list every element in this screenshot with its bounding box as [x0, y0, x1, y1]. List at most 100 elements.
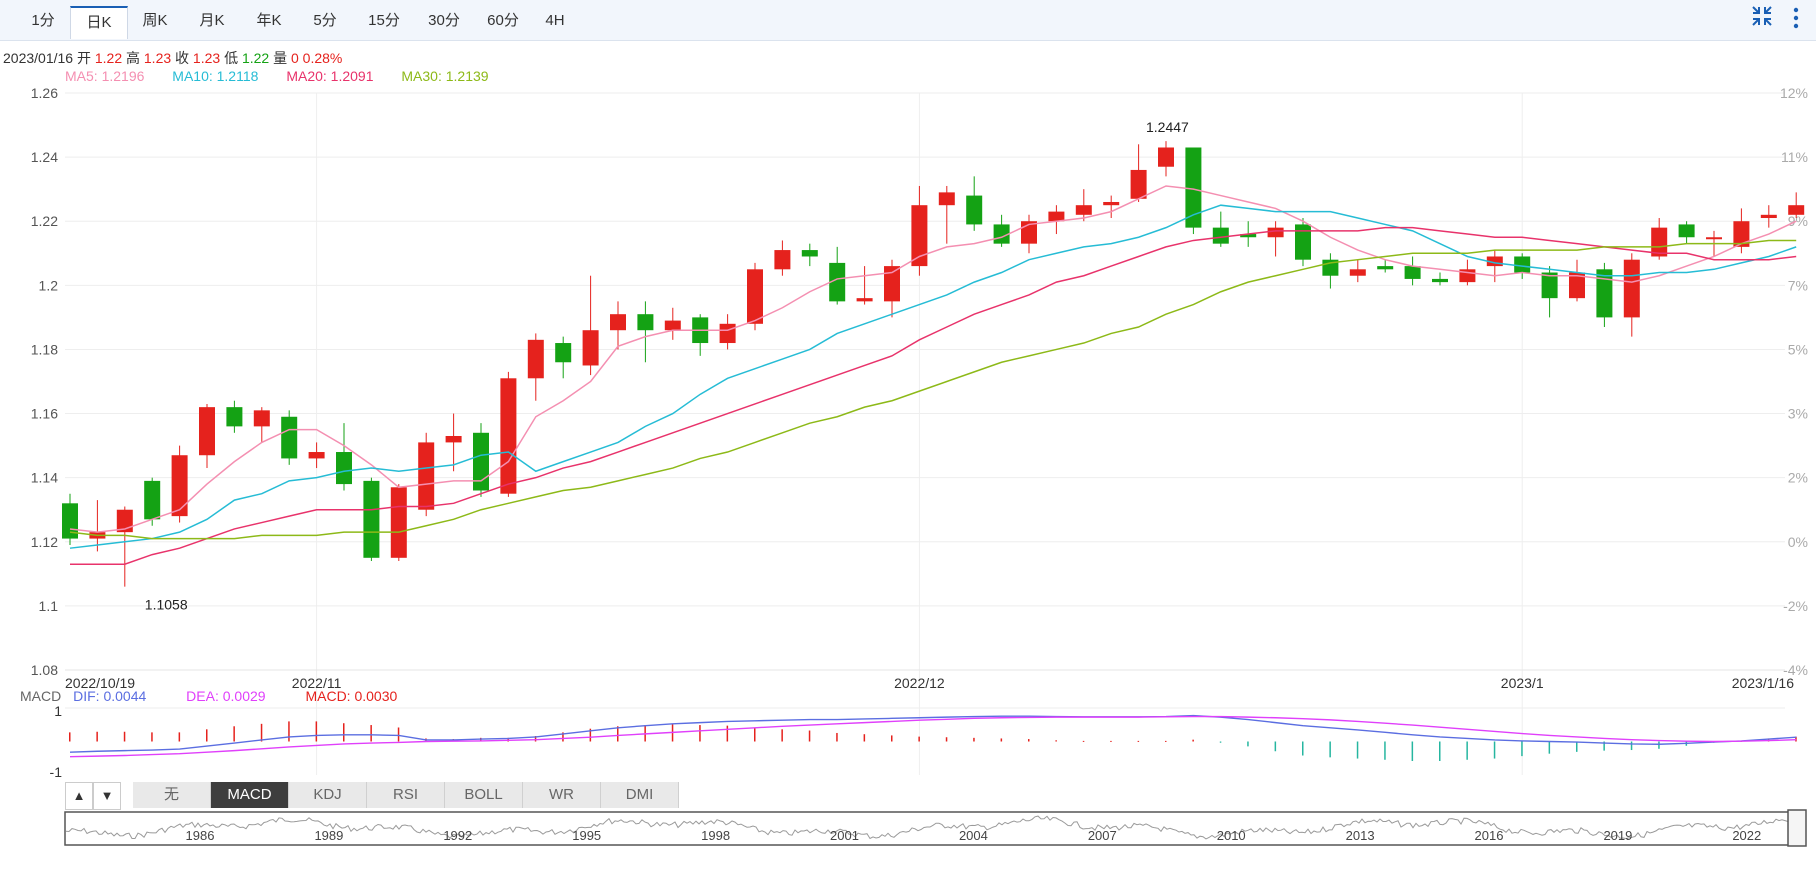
macd-histogram-bar [1630, 741, 1633, 751]
macd-histogram-bar [1411, 741, 1414, 761]
y-tick-label: 1.18 [31, 341, 58, 357]
y-tick-label: 1.08 [31, 662, 58, 678]
x-tick-label: 2022/11 [292, 675, 342, 691]
x-tick-label: 2023/1 [1501, 675, 1544, 691]
indicator-tab-BOLL[interactable]: BOLL [445, 782, 523, 808]
candle-body [1788, 205, 1805, 215]
indicator-tab-KDJ[interactable]: KDJ [289, 782, 367, 808]
candle-body [719, 323, 736, 344]
period-toolbar: 1分 日K 周K 月K 年K 5分 15分 30分 60分 4H [0, 0, 1816, 41]
candle-body [226, 407, 243, 427]
candle-body [1103, 201, 1120, 206]
tab-周K[interactable]: 周K [142, 12, 168, 29]
macd-histogram-bar [178, 732, 181, 742]
candle-body [116, 509, 133, 533]
navigator-year-label: 1989 [314, 828, 343, 843]
ohlc-info: 2023/01/16 开 1.22 高 1.23 收 1.23 低 1.22 量… [3, 48, 342, 68]
macd-histogram-bar [260, 723, 263, 742]
macd-histogram-bar [1082, 740, 1085, 742]
macd-histogram-bar [1521, 741, 1523, 757]
close-label: 收 [175, 50, 190, 66]
macd-histogram-bar [918, 736, 920, 742]
tab-年K[interactable]: 年K [256, 12, 282, 29]
candle-body [610, 314, 626, 331]
candle-body [1733, 221, 1750, 247]
candle-body [1404, 266, 1421, 279]
macd-histogram-bar [891, 735, 893, 742]
navigator-year-label: 2019 [1603, 828, 1632, 843]
x-tick-label: 2022/10/19 [65, 675, 135, 691]
more-vertical-icon[interactable] [1792, 6, 1800, 36]
navigator-year-label: 2013 [1346, 828, 1375, 843]
ma-legend: MA5: 1.2196 MA10: 1.2118 MA20: 1.2091 MA… [65, 68, 513, 84]
macd-histogram-bar [781, 729, 783, 742]
tab-1分[interactable]: 1分 [31, 12, 55, 29]
tab-30分[interactable]: 30分 [428, 12, 460, 29]
dif-line [69, 714, 1797, 753]
scroll-up-button[interactable]: ▲ [65, 782, 93, 810]
ma10-legend: MA10: 1.2118 [172, 68, 259, 84]
macd-histogram-bar [589, 728, 592, 742]
macd-histogram-bar [1356, 741, 1359, 759]
macd-histogram-bar [1028, 739, 1030, 742]
indicator-tab-MACD[interactable]: MACD [211, 782, 289, 808]
compress-icon[interactable] [1750, 4, 1774, 34]
scroll-down-button[interactable]: ▼ [93, 782, 121, 810]
candle-body [856, 298, 873, 302]
candle-body [966, 195, 983, 225]
indicator-tab-WR[interactable]: WR [523, 782, 601, 808]
pct-tick-label: 9% [1788, 213, 1808, 229]
macd-histogram-bar [1137, 740, 1140, 742]
pct-tick-label: -2% [1783, 598, 1808, 614]
info-date: 2023/01/16 [3, 50, 74, 66]
navigator-year-label: 2010 [1217, 828, 1246, 843]
low-label: 低 [224, 50, 239, 66]
navigator-year-label: 1986 [186, 828, 215, 843]
macd-histogram-bar [1302, 741, 1304, 756]
macd-histogram-bar [1493, 741, 1496, 759]
y-tick-label: 1.26 [31, 85, 58, 101]
macd-histogram-bar [1548, 741, 1551, 754]
tab-日K[interactable]: 日K [70, 6, 128, 39]
navigator-year-label: 2016 [1475, 828, 1504, 843]
tab-5分[interactable]: 5分 [313, 12, 337, 29]
macd-histogram-bar [1192, 739, 1194, 742]
navigator-handle [1787, 809, 1807, 847]
tab-60分[interactable]: 60分 [487, 12, 519, 29]
candle-body [1075, 205, 1092, 215]
macd-histogram-bar [1329, 741, 1331, 758]
tab-4H[interactable]: 4H [545, 12, 565, 29]
macd-histogram-bar [808, 730, 811, 742]
tab-月K[interactable]: 月K [199, 12, 225, 29]
ma30-legend: MA30: 1.2139 [401, 68, 489, 84]
candle-body [1130, 169, 1147, 199]
navigator-year-label: 1995 [572, 828, 601, 843]
tab-15分[interactable]: 15分 [368, 12, 400, 29]
y-tick-label: 1.16 [31, 406, 58, 422]
macd-histogram-bar [69, 732, 71, 742]
navigator-frame [64, 811, 1794, 846]
macd-histogram-bar [617, 726, 619, 742]
candle-body [582, 330, 599, 366]
macd-histogram-bar [343, 723, 345, 742]
ma10-line [69, 204, 1797, 549]
x-tick-label: 2022/12 [894, 675, 945, 691]
candle-body [500, 378, 517, 494]
high-value: 1.23 [143, 50, 172, 66]
candle-body [747, 269, 763, 324]
indicator-tab-无[interactable]: 无 [133, 782, 211, 808]
price-annotation: 1.2447 [1146, 119, 1189, 135]
candle-body [1760, 214, 1777, 219]
indicator-tab-DMI[interactable]: DMI [601, 782, 679, 808]
macd-histogram-bar [1000, 738, 1003, 742]
indicator-tab-RSI[interactable]: RSI [367, 782, 445, 808]
macd-histogram-bar [1110, 740, 1112, 742]
volume-label: 量 [273, 50, 288, 66]
macd-histogram-bar [945, 737, 948, 742]
candle-body [1212, 227, 1229, 244]
ma5-line [69, 185, 1797, 533]
macd-histogram-bar [1658, 741, 1660, 749]
candle-body [664, 320, 681, 331]
candle-body [1678, 224, 1695, 238]
